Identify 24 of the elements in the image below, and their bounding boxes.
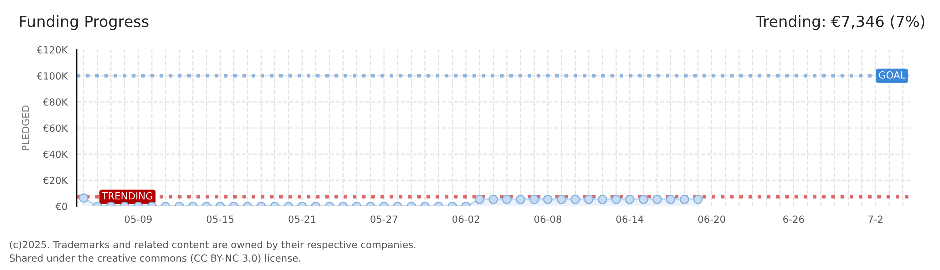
chart-title: Funding Progress — [20, 16, 149, 30]
x-tick-label: 05-27 — [370, 216, 398, 224]
x-tick-label: 06-08 — [534, 216, 562, 224]
x-tick-label: 06-20 — [698, 216, 726, 224]
y-tick-label: €40K — [43, 150, 68, 158]
y-tick-label: €0 — [56, 203, 68, 210]
y-tick-label: €100K — [36, 72, 68, 80]
x-tick-label: 6-26 — [784, 216, 804, 224]
x-tick-label: 06-02 — [452, 216, 480, 224]
x-tick-label: 7-2 — [868, 216, 883, 223]
x-tick-label: 05-21 — [288, 216, 316, 224]
x-tick-label: 06-14 — [616, 216, 644, 224]
ref-line-label: GOAL — [879, 72, 906, 79]
text: Shared under the creative commons (CC BY-NC 3.0) license. — [10, 254, 301, 264]
y-tick-label: €60K — [43, 124, 68, 132]
ref-line-label: TRENDING — [102, 192, 153, 200]
y-tick-label: €120K — [36, 46, 68, 54]
y-tick-label: €80K — [43, 98, 68, 106]
x-tick-label: 05-15 — [206, 216, 234, 224]
chart-subtitle: Trending: €7,346 (7%) — [756, 16, 925, 30]
y-axis-title: PLEDGED — [22, 106, 30, 150]
y-tick-label: €20K — [43, 176, 68, 184]
x-tick-label: 05-09 — [125, 216, 152, 224]
text: (c)2025. Trademarks and related content are owned by their respective companies. — [10, 240, 416, 250]
